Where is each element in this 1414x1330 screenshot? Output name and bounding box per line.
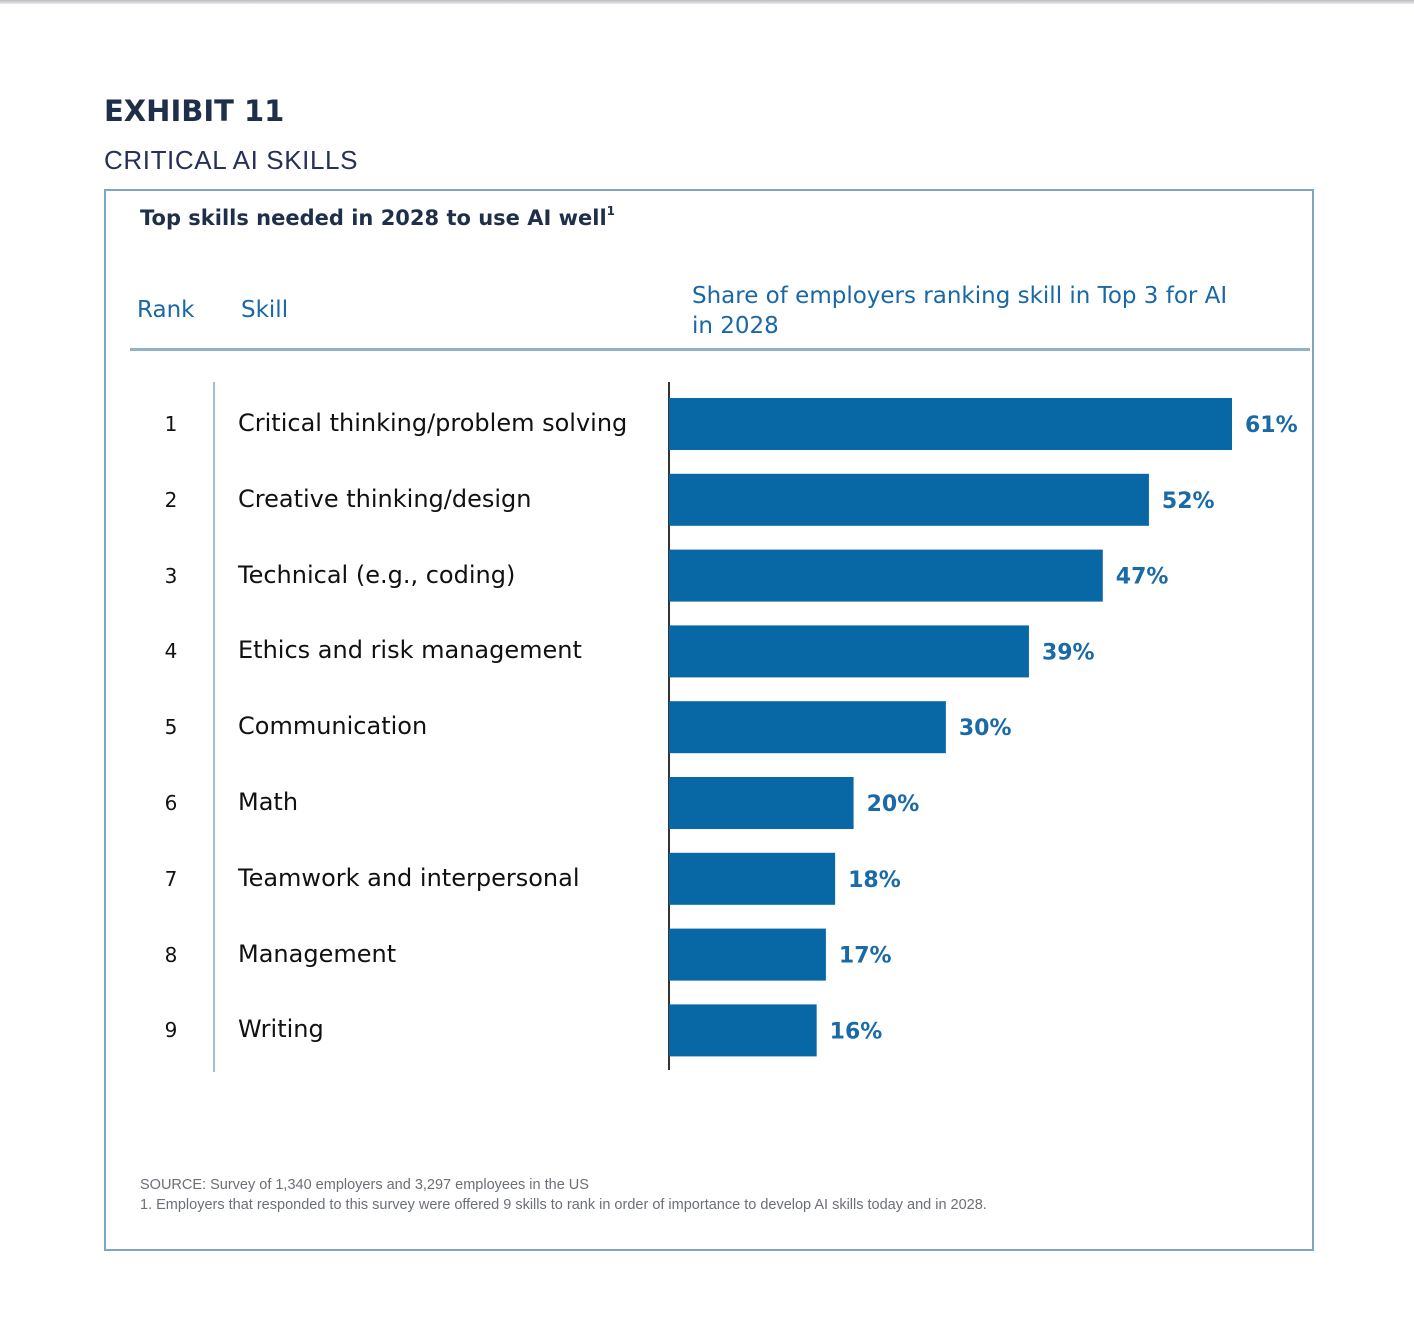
- bar: [669, 625, 1029, 678]
- skill-column-header: Skill: [241, 297, 289, 323]
- bar: [669, 549, 1103, 602]
- bar-value-label: 30%: [959, 716, 1012, 741]
- skill-label: Communication: [238, 712, 428, 741]
- header-divider: [130, 348, 1310, 351]
- share-column-header-line2: in 2028: [692, 313, 779, 339]
- bar-value-label: 47%: [1116, 565, 1169, 590]
- skill-label: Writing: [238, 1015, 324, 1044]
- rank-number: 6: [164, 791, 178, 815]
- bar: [669, 777, 854, 829]
- rank-number: 5: [164, 715, 178, 740]
- bar: [669, 701, 946, 754]
- skill-label: Math: [238, 788, 299, 816]
- bar: [669, 852, 836, 905]
- exhibit-label: EXHIBIT 11: [104, 94, 285, 128]
- bar-value-label: 17%: [839, 944, 892, 969]
- chart-title-text: Top skills needed in 2028 to use AI well: [140, 206, 607, 230]
- chart-title-footnote-marker: 1: [606, 204, 616, 218]
- bar-value-label: 20%: [867, 792, 920, 817]
- rank-number: 7: [164, 866, 178, 891]
- chart-title: Top skills needed in 2028 to use AI well…: [140, 204, 616, 230]
- page-top-border: [0, 0, 1414, 4]
- rank-number: 8: [164, 942, 178, 967]
- share-column-header: Share of employers ranking skill in Top …: [692, 281, 1227, 341]
- bar-value-label: 61%: [1245, 413, 1298, 438]
- chart-panel: [104, 189, 1314, 1251]
- footnote-line: 1. Employers that responded to this surv…: [140, 1197, 987, 1213]
- skill-label: Critical thinking/problem solving: [238, 409, 628, 437]
- rank-column-divider: [213, 382, 215, 1072]
- source-line: SOURCE: Survey of 1,340 employers and 3,…: [140, 1177, 589, 1193]
- skill-label: Management: [238, 939, 397, 968]
- rank-number: 3: [164, 563, 178, 588]
- bar: [669, 473, 1149, 526]
- share-column-header-line1: Share of employers ranking skill in Top …: [692, 283, 1228, 309]
- bar-value-label: 52%: [1162, 489, 1215, 514]
- skill-label: Technical (e.g., coding): [238, 560, 516, 589]
- rank-number: 9: [164, 1018, 178, 1043]
- bar: [669, 398, 1232, 450]
- bar-value-label: 18%: [848, 868, 901, 893]
- bar-value-label: 39%: [1042, 640, 1095, 665]
- skill-label: Ethics and risk management: [238, 636, 582, 665]
- bar: [669, 1004, 817, 1057]
- rank-number: 4: [164, 639, 178, 664]
- skill-label: Teamwork and interpersonal: [238, 863, 580, 892]
- rank-column-header: Rank: [137, 297, 195, 323]
- source-note: SOURCE: Survey of 1,340 employers and 3,…: [140, 1175, 987, 1215]
- bar-value-label: 16%: [830, 1019, 883, 1044]
- rank-number: 1: [164, 412, 178, 436]
- rank-number: 2: [164, 487, 178, 512]
- exhibit-subtitle: CRITICAL AI SKILLS: [104, 145, 359, 175]
- skill-label: Creative thinking/design: [238, 484, 532, 513]
- bar: [669, 928, 826, 981]
